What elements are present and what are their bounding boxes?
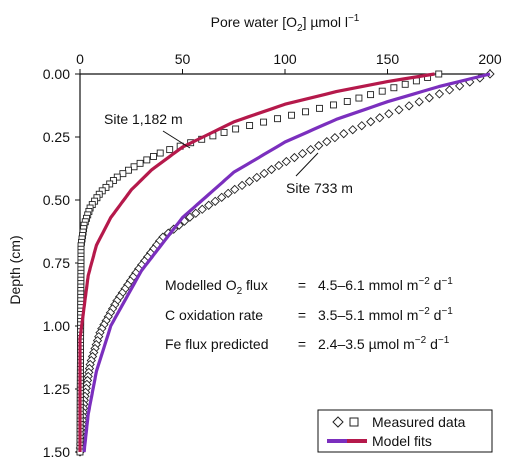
measured-square-marker: [367, 91, 375, 99]
measured-diamond-marker: [217, 192, 227, 202]
stats-flux-value: 4.5–6.1 mmol m−2 d−1: [318, 276, 453, 293]
measured-diamond-marker: [366, 117, 376, 127]
stats-flux-eq: =: [298, 277, 306, 293]
measured-diamond-marker: [204, 200, 214, 210]
measured-diamond-marker: [394, 105, 404, 115]
measured-square-marker: [130, 163, 138, 171]
measured-diamond-marker: [339, 129, 349, 139]
stats-fe-label: Fe flux predicted: [165, 336, 269, 352]
x-tick-label: 50: [175, 51, 191, 67]
measured-square-marker: [435, 70, 443, 78]
measured-square-marker: [401, 80, 409, 88]
stats-block: Modelled O2 flux = 4.5–6.1 mmol m−2 d−1 …: [165, 276, 453, 352]
measured-diamond-marker: [259, 168, 269, 179]
measured-diamond-marker: [191, 208, 201, 218]
annotation-site-733: Site 733 m: [286, 180, 353, 196]
model-fit-line: [82, 72, 491, 453]
y-tick-label: 1.50: [43, 444, 70, 460]
measured-diamond-marker: [237, 180, 247, 191]
legend-diamond-marker: [332, 416, 344, 428]
measured-square-marker: [246, 122, 254, 129]
y-tick-label: 0.00: [43, 66, 70, 82]
measured-diamond-marker: [357, 121, 367, 131]
measured-diamond-marker: [297, 148, 308, 159]
measured-diamond-marker: [414, 97, 424, 107]
x-axis-title: Pore water [O2] µmol l−1: [211, 13, 360, 34]
ticks-group: 0 50 100 150 200 0.00 0.25 0.50 0.75 1.00 1.25 1.50: [43, 51, 502, 460]
measured-diamond-marker: [252, 172, 262, 183]
measured-square-marker: [119, 170, 127, 178]
measured-square-marker: [150, 153, 157, 160]
measured-square-marker: [232, 125, 240, 133]
measured-diamond-marker: [348, 125, 358, 135]
measured-square-marker: [355, 94, 363, 102]
measured-diamond-marker: [230, 184, 240, 195]
legend-measured-label: Measured data: [372, 414, 466, 430]
annotation-site-1182-leader: [162, 130, 191, 149]
measured-diamond-marker: [424, 93, 434, 103]
measured-square-marker: [260, 118, 268, 126]
measured-square-marker: [166, 146, 174, 154]
measured-diamond-marker: [444, 85, 455, 95]
x-tick-label: 200: [478, 51, 502, 67]
measured-diamond-marker: [281, 156, 291, 167]
y-tick-label: 1.00: [43, 318, 70, 334]
measured-square-marker: [330, 101, 337, 109]
stats-c-label: C oxidation rate: [165, 307, 263, 323]
measured-square-marker: [343, 98, 351, 105]
measured-square-marker: [143, 156, 151, 164]
measured-diamond-marker: [384, 109, 394, 119]
measured-diamond-marker: [330, 133, 340, 143]
measured-square-marker: [302, 108, 309, 116]
model-fit-line: [78, 72, 435, 452]
legend-box: [317, 409, 493, 453]
measured-diamond-marker: [455, 81, 465, 91]
measured-diamond-marker: [223, 188, 233, 199]
measured-square-marker: [125, 166, 132, 174]
measured-diamond-marker: [185, 212, 195, 222]
measured-square-marker: [274, 115, 281, 123]
legend-square-marker: [349, 417, 359, 427]
measured-diamond-marker: [274, 160, 284, 171]
measured-diamond-marker: [210, 196, 220, 206]
stats-fe-eq: =: [298, 336, 306, 352]
y-tick-label: 0.75: [43, 255, 70, 271]
measured-diamond-marker: [314, 140, 324, 151]
stats-flux-label: Modelled O2 flux: [165, 277, 268, 297]
measured-square-marker: [156, 149, 164, 157]
measured-square-marker: [390, 84, 398, 92]
x-tick-label: 0: [76, 51, 84, 67]
measured-diamond-marker: [434, 89, 445, 99]
annotation-site-1182: Site 1,182 m: [104, 111, 183, 127]
stats-c-value: 3.5–5.1 mmol m−2 d−1: [318, 306, 453, 323]
measured-square-marker: [378, 87, 386, 95]
measured-diamond-marker: [244, 176, 255, 187]
measured-diamond-marker: [289, 152, 300, 163]
measured-diamond-marker: [322, 137, 332, 147]
y-axis-title: Depth (cm): [7, 235, 23, 304]
legend: Measured data Model fits: [317, 409, 493, 453]
measured-square-marker: [136, 159, 144, 167]
y-tick-label: 0.25: [43, 129, 70, 145]
legend-model-label: Model fits: [372, 433, 432, 449]
measured-diamond-marker: [197, 204, 207, 214]
measured-diamond-marker: [375, 113, 385, 123]
stats-c-eq: =: [298, 307, 306, 323]
x-tick-label: 100: [273, 51, 297, 67]
measured-square-marker: [316, 104, 323, 112]
y-tick-label: 0.50: [43, 192, 70, 208]
x-tick-label: 150: [376, 51, 400, 67]
measured-markers-group: [75, 69, 495, 457]
y-tick-label: 1.25: [43, 381, 70, 397]
measured-square-marker: [288, 111, 295, 119]
annotation-site-733-leader: [295, 152, 319, 177]
measured-diamond-marker: [404, 101, 414, 111]
measured-diamond-marker: [305, 144, 316, 155]
measured-diamond-marker: [266, 164, 277, 175]
measured-square-marker: [220, 128, 228, 136]
model-curves-group: [78, 72, 491, 453]
stats-fe-value: 2.4–3.5 µmol m−2 d−1: [318, 335, 450, 352]
